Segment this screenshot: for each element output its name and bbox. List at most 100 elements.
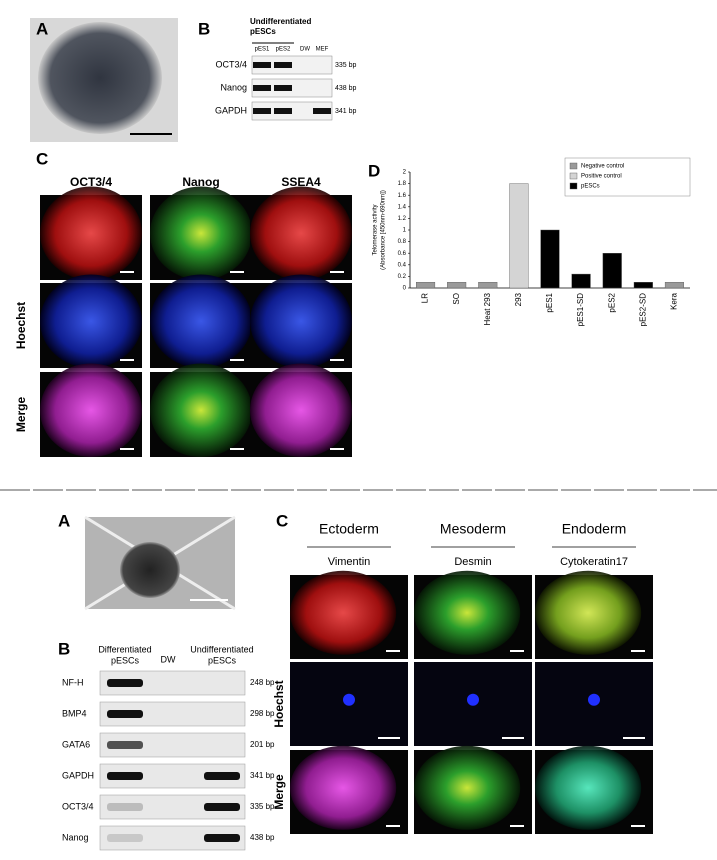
- x-tick-label: pES1-SD: [576, 293, 585, 327]
- gel-band: [204, 772, 240, 780]
- y-tick-label: 1.2: [398, 216, 407, 222]
- legend-entry: Negative control: [581, 164, 624, 170]
- y-tick-label: 1: [403, 228, 407, 234]
- x-tick-label: LR: [421, 293, 430, 303]
- bar: [633, 282, 653, 289]
- gel-band: [313, 108, 331, 114]
- panel-label: C: [36, 149, 48, 168]
- gel-band: [253, 62, 271, 68]
- layer-header: Mesoderm: [440, 521, 506, 537]
- gene-label: Nanog: [62, 832, 89, 842]
- gene-label: Nanog: [220, 82, 247, 92]
- x-tick-label: Kera: [670, 292, 679, 309]
- size-label: 201 bp: [250, 740, 275, 749]
- lane-header: pESCs: [208, 655, 237, 665]
- stain: [250, 186, 352, 280]
- gene-label: BMP4: [62, 708, 87, 718]
- group-header: pESCs: [250, 27, 276, 36]
- lane-label: pES2: [276, 47, 291, 53]
- lane-label: DW: [300, 47, 310, 53]
- lane-header: pESCs: [111, 655, 140, 665]
- bar: [478, 282, 498, 289]
- gel-band: [107, 834, 143, 842]
- x-tick-label: pES2-SD: [638, 293, 647, 327]
- bar: [571, 273, 591, 289]
- gel-band: [274, 108, 292, 114]
- lane-label: MEF: [316, 47, 329, 53]
- x-tick-label: pES1: [545, 292, 554, 312]
- y-tick-label: 1.4: [398, 204, 407, 210]
- row-label: Merge: [272, 774, 286, 810]
- lane-header: Differentiated: [98, 644, 151, 654]
- gel-band: [107, 741, 143, 749]
- row-label: Hoechst: [14, 302, 28, 349]
- layer-header: Endoderm: [562, 521, 627, 537]
- gel-band: [253, 108, 271, 114]
- y-tick-label: 0.2: [398, 274, 407, 280]
- stain: [40, 274, 142, 368]
- row-label: Hoechst: [272, 680, 286, 727]
- stain: [150, 186, 252, 280]
- legend-swatch: [569, 172, 578, 180]
- stain: [40, 186, 142, 280]
- gel-band: [253, 85, 271, 91]
- gel-band: [107, 772, 143, 780]
- gene-label: GATA6: [62, 739, 90, 749]
- size-label: 335 bp: [250, 802, 275, 811]
- panel-label: B: [198, 19, 210, 38]
- gene-label: NF-H: [62, 677, 84, 687]
- panel-label: A: [58, 511, 70, 530]
- stain: [250, 363, 352, 457]
- lane-label: pES1: [255, 47, 270, 53]
- legend-box: [564, 157, 691, 197]
- nucleus: [588, 693, 600, 706]
- stain: [150, 363, 252, 457]
- nucleus: [467, 693, 479, 706]
- column-header: Nanog: [182, 175, 219, 189]
- stain: [290, 745, 397, 830]
- gel-band: [107, 710, 143, 718]
- y-tick-label: 0: [403, 286, 407, 292]
- panel-label: D: [368, 161, 380, 180]
- bar: [416, 282, 436, 289]
- size-label: 248 bp: [250, 678, 275, 687]
- gene-label: GAPDH: [215, 105, 247, 115]
- y-tick-label: 1.8: [398, 181, 407, 187]
- gel-band: [204, 803, 240, 811]
- y-axis-label: Telomerase activity: [373, 204, 379, 255]
- y-tick-label: 0.8: [398, 239, 407, 245]
- size-label: 438 bp: [335, 85, 357, 92]
- gel-band: [107, 803, 143, 811]
- stain: [150, 274, 252, 368]
- size-label: 298 bp: [250, 709, 275, 718]
- y-tick-label: 2: [403, 170, 407, 176]
- panel-label: B: [58, 639, 70, 658]
- x-tick-label: 293: [514, 292, 523, 306]
- gene-label: GAPDH: [62, 770, 94, 780]
- lane-header: Undifferentiated: [190, 644, 253, 654]
- x-tick-label: SO: [452, 293, 461, 305]
- stain: [414, 570, 521, 655]
- stain: [414, 745, 521, 830]
- marker-header: Desmin: [454, 556, 491, 568]
- y-axis-label: (Absorbance [450nm-690nm]): [381, 190, 387, 270]
- gene-label: OCT3/4: [62, 801, 94, 811]
- size-label: 335 bp: [335, 62, 357, 69]
- colony: [38, 22, 162, 134]
- legend-swatch: [569, 162, 578, 170]
- gel-band: [274, 85, 292, 91]
- size-label: 438 bp: [250, 833, 275, 842]
- stain: [40, 363, 142, 457]
- bar: [664, 282, 684, 289]
- legend-entry: pESCs: [581, 184, 600, 190]
- lane-header: DW: [161, 654, 176, 664]
- bar: [602, 252, 622, 289]
- size-label: 341 bp: [335, 108, 357, 115]
- legend-swatch: [569, 182, 578, 190]
- y-tick-label: 0.6: [398, 251, 407, 257]
- x-tick-label: pES2: [607, 292, 616, 312]
- size-label: 341 bp: [250, 771, 275, 780]
- bar: [509, 183, 529, 289]
- bar: [447, 282, 467, 289]
